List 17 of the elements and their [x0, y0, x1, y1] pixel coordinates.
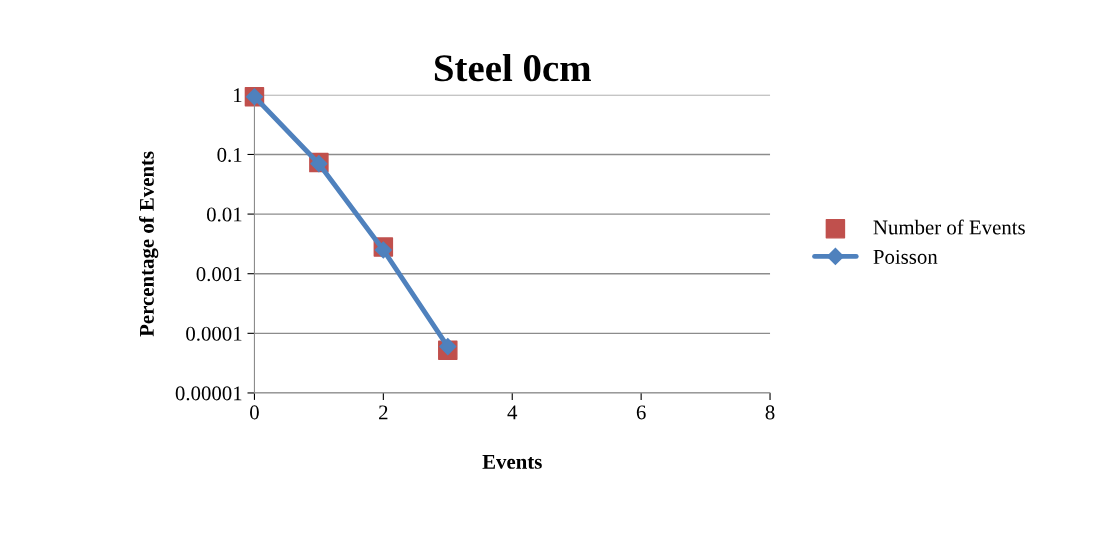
x-axis-title: Events [482, 455, 542, 469]
x-tick-label: 2 [379, 405, 388, 420]
y-tick-label: 0.1 [217, 147, 242, 162]
chart-title: Steel 0cm [434, 53, 591, 82]
y-tick-label: 0.01 [206, 207, 242, 222]
point [439, 338, 457, 356]
y-axis-title: Percentage of Events [139, 151, 159, 337]
y-tick-label: 0.00001 [175, 386, 242, 401]
y-tick-label: 0.0001 [186, 326, 242, 341]
legend-label: Poisson [873, 249, 938, 264]
y-tick-label: 1 [234, 88, 242, 103]
y-tick-label: 0.001 [196, 267, 242, 282]
legend-label: Number of Events [873, 219, 1025, 235]
x-tick-label: 6 [636, 405, 646, 420]
x-tick-label: 0 [250, 405, 259, 420]
x-tick-label: 4 [507, 405, 518, 420]
x-tick-label: 8 [765, 405, 775, 420]
